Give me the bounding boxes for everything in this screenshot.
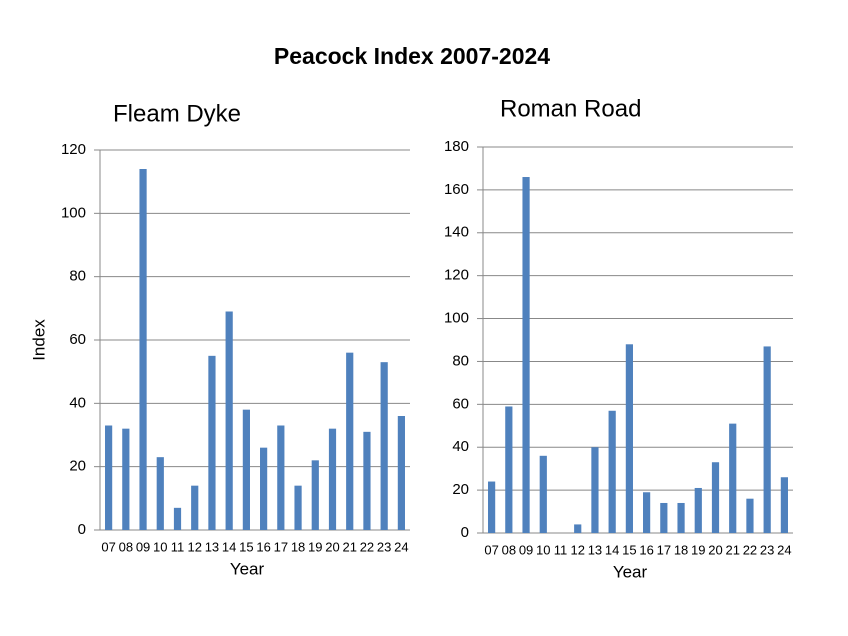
x-tick-label: 17 — [657, 542, 671, 557]
bar — [105, 425, 113, 530]
y-tick-label: 0 — [78, 521, 86, 538]
bar — [208, 355, 216, 530]
chart-title: Fleam Dyke — [113, 100, 241, 127]
y-tick-label: 120 — [444, 267, 469, 284]
bar — [156, 457, 164, 530]
x-tick-label: 17 — [274, 539, 288, 554]
x-tick-label: 09 — [519, 542, 533, 557]
x-tick-label: 12 — [570, 542, 584, 557]
x-tick-label: 15 — [622, 542, 636, 557]
bar — [173, 507, 182, 530]
x-tick-label: 07 — [101, 539, 115, 554]
x-tick-label: 14 — [222, 539, 236, 554]
x-tick-label: 08 — [119, 539, 133, 554]
x-tick-label: 12 — [187, 539, 201, 554]
x-tick-label: 24 — [777, 542, 791, 557]
bar — [363, 431, 371, 530]
x-tick-label: 18 — [674, 542, 688, 557]
x-tick-label: 20 — [325, 539, 339, 554]
bar — [277, 425, 285, 530]
x-axis-label: Year — [230, 559, 265, 578]
x-tick-label: 13 — [588, 542, 602, 557]
bar — [694, 487, 702, 533]
x-tick-label: 22 — [743, 542, 757, 557]
page-title: Peacock Index 2007-2024 — [274, 43, 550, 69]
y-tick-label: 80 — [452, 352, 469, 369]
x-tick-label: 08 — [502, 542, 516, 557]
bar — [643, 492, 651, 533]
bar — [488, 481, 496, 533]
y-tick-label: 20 — [452, 481, 469, 498]
bar — [139, 169, 147, 530]
bar — [780, 477, 788, 533]
y-tick-label: 0 — [461, 524, 469, 541]
x-tick-label: 10 — [536, 542, 550, 557]
bar — [346, 352, 354, 530]
bar — [763, 346, 771, 533]
x-tick-label: 10 — [153, 539, 167, 554]
bar — [522, 177, 530, 533]
x-tick-label: 16 — [639, 542, 653, 557]
bar — [660, 502, 668, 533]
y-tick-label: 160 — [444, 181, 469, 198]
y-tick-label: 120 — [61, 141, 86, 158]
x-tick-label: 15 — [239, 539, 253, 554]
bar — [380, 362, 388, 530]
bar — [591, 447, 599, 533]
x-tick-label: 21 — [342, 539, 356, 554]
bar — [711, 462, 720, 533]
x-tick-label: 18 — [291, 539, 305, 554]
bar — [122, 428, 130, 530]
x-tick-label: 19 — [308, 539, 322, 554]
y-tick-label: 180 — [444, 138, 469, 155]
x-tick-label: 13 — [205, 539, 219, 554]
bar — [260, 447, 268, 530]
bar — [328, 428, 337, 530]
bar — [677, 502, 685, 533]
y-tick-label: 100 — [444, 310, 469, 327]
x-tick-label: 11 — [171, 539, 185, 554]
bar — [625, 344, 633, 533]
x-tick-label: 09 — [136, 539, 150, 554]
x-tick-label: 22 — [360, 539, 374, 554]
x-tick-label: 19 — [691, 542, 705, 557]
y-tick-label: 140 — [444, 224, 469, 241]
bar — [539, 455, 547, 533]
y-tick-label: 60 — [452, 395, 469, 412]
x-tick-label: 07 — [484, 542, 498, 557]
x-tick-label: 21 — [725, 542, 739, 557]
y-tick-label: 100 — [61, 204, 86, 221]
x-tick-label: 23 — [760, 542, 774, 557]
bar — [574, 524, 582, 533]
x-tick-label: 16 — [256, 539, 270, 554]
y-tick-label: 60 — [69, 331, 86, 348]
y-tick-label: 80 — [69, 268, 86, 285]
y-tick-label: 40 — [69, 394, 86, 411]
chart-title: Roman Road — [500, 95, 641, 122]
x-tick-label: 24 — [394, 539, 408, 554]
bar — [294, 485, 302, 530]
bar — [242, 409, 250, 530]
bar — [608, 410, 616, 533]
x-tick-label: 11 — [554, 542, 568, 557]
bar — [729, 423, 737, 533]
x-tick-label: 20 — [708, 542, 722, 557]
bar — [746, 498, 754, 533]
bar — [505, 406, 513, 533]
x-tick-label: 14 — [605, 542, 619, 557]
bar — [397, 416, 405, 530]
x-tick-label: 23 — [377, 539, 391, 554]
y-tick-label: 20 — [69, 458, 86, 475]
y-tick-label: 40 — [452, 438, 469, 455]
bar — [225, 311, 233, 530]
y-axis-label: Index — [29, 319, 48, 361]
bar — [191, 485, 199, 530]
bar — [311, 460, 319, 530]
x-axis-label: Year — [613, 562, 648, 581]
